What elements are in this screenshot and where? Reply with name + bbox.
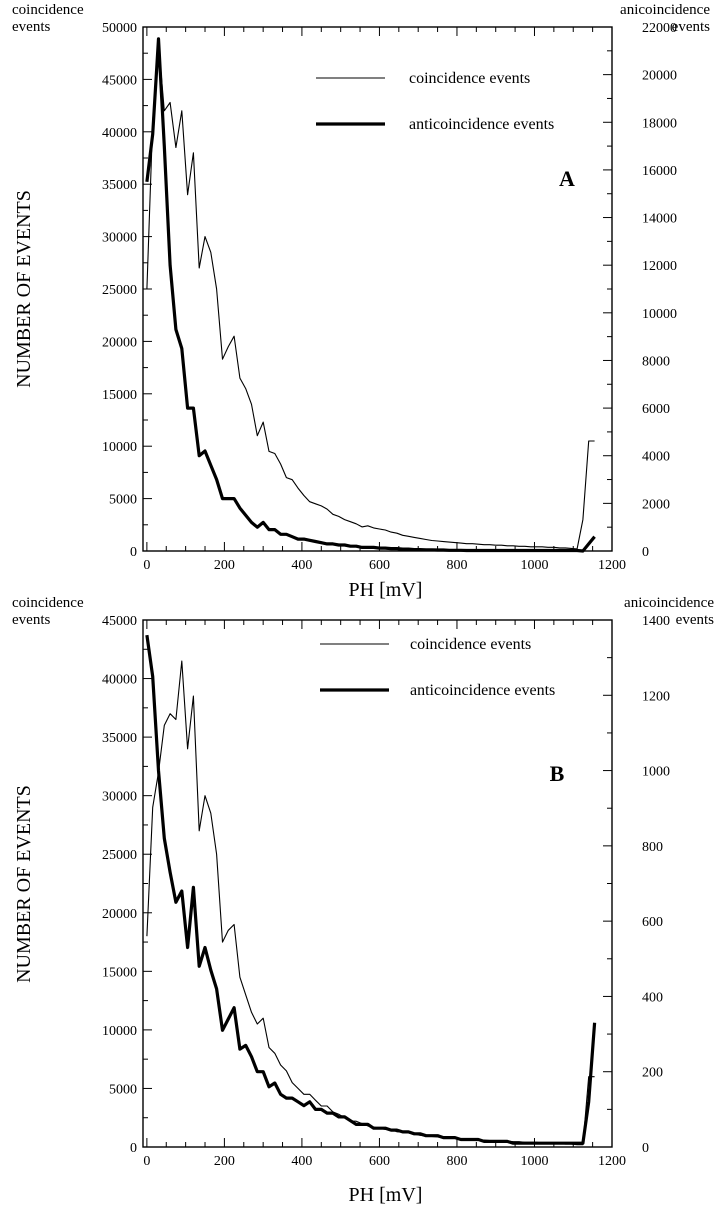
chart-panel-b: 0 200 400 600 800 1000 12000500010000150002000… (12, 595, 714, 1206)
y-right-tick-label: 14000 (642, 212, 677, 227)
y-left-tick-label: 30000 (102, 231, 137, 246)
y-right-tick-label: 0 (642, 545, 649, 560)
series-line-coincidence (146, 660, 595, 1146)
x-tick-label: 1200 (598, 1154, 626, 1169)
y-left-tick-label: 40000 (102, 126, 137, 141)
y-left-tick-label: 40000 (102, 673, 137, 688)
x-tick-label: 600 (369, 1154, 390, 1169)
y-right-tick-label: 800 (642, 840, 663, 855)
left-axis-caption: events (12, 19, 50, 35)
x-tick-label: 800 (446, 558, 467, 573)
y-left-tick-label: 25000 (102, 848, 137, 863)
right-axis-caption: events (676, 612, 714, 628)
left-axis-caption: events (12, 612, 50, 628)
y-axis-title: NUMBER OF EVENTS (13, 190, 35, 388)
y-right-tick-label: 16000 (642, 164, 677, 179)
chart-panel-a: 0 200 400 600 800 1000 12000500010000150002000… (12, 2, 710, 601)
y-left-tick-label: 45000 (102, 614, 137, 629)
series-line-coincidence (146, 42, 595, 550)
x-tick-label: 800 (446, 1154, 467, 1169)
x-tick-label: 1200 (598, 558, 626, 573)
x-tick-label: 1000 (520, 558, 548, 573)
y-left-tick-label: 0 (130, 545, 137, 560)
legend-label: coincidence events (409, 70, 530, 87)
y-left-tick-label: 25000 (102, 283, 137, 298)
x-tick-label: 400 (291, 558, 312, 573)
right-axis-caption: anicoincidence (624, 595, 714, 611)
y-right-tick-label: 6000 (642, 402, 670, 417)
y-left-tick-label: 30000 (102, 790, 137, 805)
y-right-tick-label: 20000 (642, 69, 677, 84)
legend-label: anticoincidence events (409, 116, 554, 133)
y-right-tick-label: 400 (642, 990, 663, 1005)
y-left-tick-label: 20000 (102, 335, 137, 350)
y-right-tick-label: 0 (642, 1141, 649, 1156)
plot-frame (142, 619, 613, 1148)
series-line-anticoincidence (145, 37, 596, 553)
x-tick-label: 1000 (520, 1154, 548, 1169)
y-right-tick-label: 10000 (642, 307, 677, 322)
y-left-tick-label: 10000 (102, 440, 137, 455)
y-left-tick-label: 20000 (102, 907, 137, 922)
legend-label: coincidence events (410, 636, 531, 653)
x-tick-label: 400 (291, 1154, 312, 1169)
y-right-tick-label: 200 (642, 1066, 663, 1081)
left-axis-caption: coincidence (12, 595, 84, 611)
y-right-tick-label: 8000 (642, 354, 670, 369)
x-axis-title: PH [mV] (349, 1184, 423, 1206)
right-axis-caption: events (672, 19, 710, 35)
y-right-tick-label: 1400 (642, 614, 670, 629)
x-tick-label: 600 (369, 558, 390, 573)
legend-label: anticoincidence events (410, 682, 555, 699)
x-tick-label: 0 (143, 1154, 150, 1169)
right-axis-caption: anicoincidence (620, 2, 710, 18)
y-right-tick-label: 18000 (642, 116, 677, 131)
y-left-tick-label: 5000 (109, 493, 137, 508)
x-axis-title: PH [mV] (349, 579, 423, 601)
y-left-tick-label: 35000 (102, 731, 137, 746)
series-line-anticoincidence (145, 634, 597, 1145)
y-left-tick-label: 45000 (102, 73, 137, 88)
x-tick-label: 0 (143, 558, 150, 573)
x-tick-label: 200 (214, 558, 235, 573)
panel-letter: B (550, 761, 565, 786)
y-right-tick-label: 22000 (642, 21, 677, 36)
y-left-tick-label: 35000 (102, 178, 137, 193)
x-tick-label: 200 (214, 1154, 235, 1169)
left-axis-caption: coincidence (12, 2, 84, 18)
y-left-tick-label: 0 (130, 1141, 137, 1156)
y-right-tick-label: 1000 (642, 765, 670, 780)
y-right-tick-label: 600 (642, 915, 663, 930)
y-right-tick-label: 4000 (642, 450, 670, 465)
panel-letter: A (559, 166, 575, 191)
y-left-tick-label: 15000 (102, 965, 137, 980)
y-right-tick-label: 1200 (642, 689, 670, 704)
y-left-tick-label: 50000 (102, 21, 137, 36)
y-left-tick-label: 5000 (109, 1082, 137, 1097)
y-axis-title: NUMBER OF EVENTS (13, 785, 35, 983)
y-left-tick-label: 10000 (102, 1024, 137, 1039)
y-left-tick-label: 15000 (102, 388, 137, 403)
y-right-tick-label: 2000 (642, 497, 670, 512)
y-right-tick-label: 12000 (642, 259, 677, 274)
